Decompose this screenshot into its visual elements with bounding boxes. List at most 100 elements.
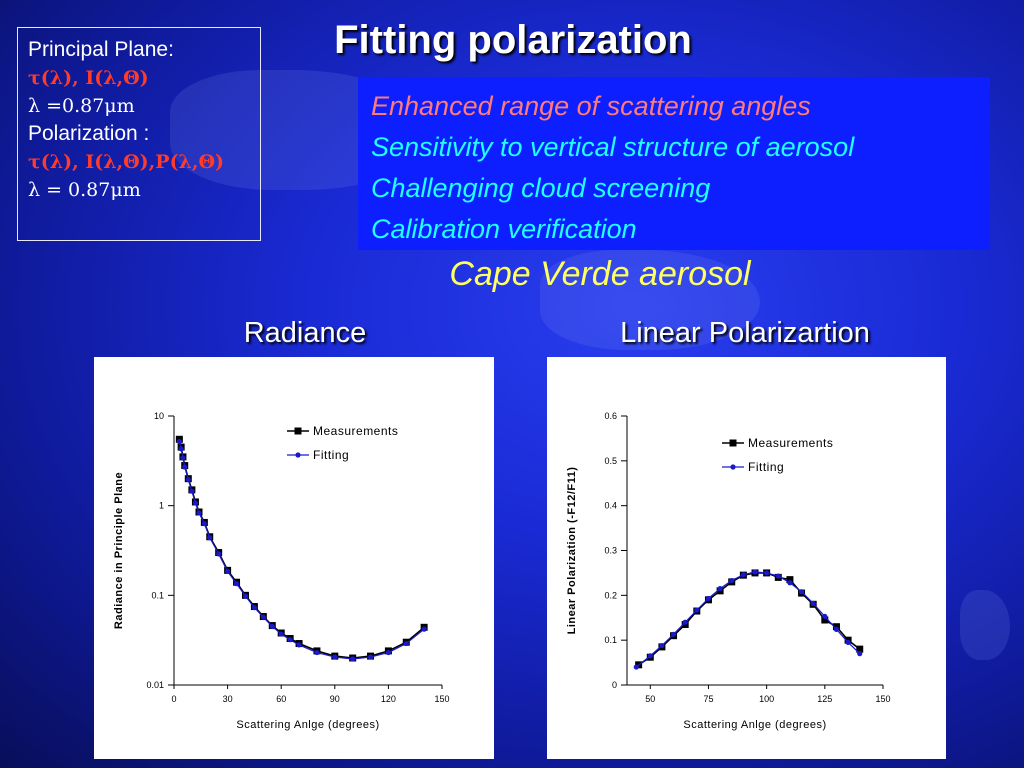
data-point-fitting — [314, 649, 320, 656]
data-point-fitting — [185, 477, 191, 483]
data-point-measurement — [821, 616, 829, 624]
x-tick-label: 0 — [171, 694, 176, 704]
y-tick-label: 0 — [612, 680, 617, 690]
y-tick-label: 0.01 — [146, 680, 164, 690]
info-line-5: λ = 0.87μm — [28, 179, 141, 201]
data-point-fitting — [833, 626, 840, 633]
data-point-fitting — [180, 455, 186, 461]
data-point-fitting — [251, 604, 257, 611]
data-point-fitting — [682, 619, 688, 625]
data-point-fitting — [752, 569, 758, 575]
data-point-fitting — [822, 613, 828, 620]
data-point-fitting — [176, 438, 182, 445]
data-point-fitting — [647, 653, 653, 659]
x-tick-label: 60 — [276, 694, 286, 704]
data-point-fitting — [810, 600, 816, 607]
data-point-fitting — [242, 593, 249, 599]
data-point-fitting — [332, 654, 338, 660]
y-tick-label: 1 — [159, 501, 164, 511]
legend-label: Fitting — [313, 448, 349, 462]
data-point-fitting — [787, 580, 793, 586]
data-point-fitting — [729, 577, 735, 584]
data-point-measurement — [832, 623, 840, 631]
data-point-fitting — [694, 607, 700, 613]
legend-label: Fitting — [748, 460, 784, 474]
data-point-fitting — [403, 640, 409, 647]
highlight-item: Enhanced range of scattering angles — [371, 91, 811, 121]
data-point-fitting — [192, 500, 199, 506]
highlight-item: Challenging cloud screening — [371, 173, 711, 203]
legend-marker — [295, 452, 301, 458]
data-point-fitting — [740, 572, 746, 578]
data-point-fitting — [233, 581, 240, 587]
data-point-fitting — [421, 626, 427, 632]
info-line-3: Polarization : — [28, 122, 150, 145]
y-tick-label: 0.2 — [604, 590, 617, 600]
x-tick-label: 125 — [817, 694, 832, 704]
highlight-item: Sensitivity to vertical structure of aer… — [371, 132, 855, 162]
x-axis-label: Scattering Anlge (degrees) — [683, 719, 826, 731]
data-point-measurement — [856, 645, 864, 653]
x-axis-label: Scattering Anlge (degrees) — [236, 719, 379, 731]
data-point-fitting — [705, 595, 712, 602]
data-point-fitting — [717, 586, 723, 592]
legend-marker — [294, 427, 302, 435]
legend-marker — [730, 464, 736, 470]
x-tick-label: 50 — [645, 694, 655, 704]
highlight-item: Calibration verification — [371, 214, 637, 244]
data-point-fitting — [775, 573, 781, 579]
data-point-fitting — [269, 623, 275, 630]
y-tick-label: 0.3 — [604, 546, 617, 556]
x-tick-label: 150 — [434, 694, 449, 704]
data-point-fitting — [189, 488, 195, 494]
map-shape-2 — [540, 250, 760, 350]
data-point-fitting — [201, 521, 207, 527]
polarization-chart-panel: 50 75 100 125 150 0 0.1 0.2 0.3 0.4 0.5 0.6 Scatteri… — [547, 357, 946, 759]
radiance-chart: 0 30 60 90 120 150 0.01 0.1 1 10 Scattering Anlge … — [113, 411, 450, 731]
data-point-fitting — [857, 651, 863, 657]
series-line-fitting — [635, 571, 861, 668]
highlight-box: Enhanced range of scattering angles Sens… — [358, 77, 990, 250]
y-tick-label: 10 — [154, 411, 164, 421]
x-tick-label: 120 — [381, 694, 396, 704]
data-point-fitting — [764, 570, 770, 576]
info-line-0: Principal Plane: — [28, 38, 174, 61]
data-point-fitting — [798, 589, 805, 595]
data-point-fitting — [367, 654, 374, 660]
data-point-fitting — [260, 614, 266, 620]
chart-title-polarization: Linear Polarizartion — [620, 317, 870, 349]
data-point-fitting — [278, 631, 284, 637]
y-tick-label: 0.5 — [604, 456, 617, 466]
data-point-fitting — [225, 568, 231, 574]
info-line-4: τ(λ), I(λ,Θ),P(λ,Θ) — [28, 151, 225, 173]
x-tick-label: 90 — [330, 694, 340, 704]
data-point-fitting — [296, 642, 302, 648]
data-point-fitting — [633, 664, 639, 670]
y-tick-label: 0.6 — [604, 411, 617, 421]
y-tick-label: 0.4 — [604, 501, 617, 511]
subtitle: Cape Verde aerosol — [449, 255, 751, 293]
y-axis-label: Linear Polarization (-F12/F11) — [566, 467, 578, 635]
y-tick-label: 0.1 — [604, 635, 617, 645]
map-shape-3 — [960, 590, 1010, 660]
x-tick-label: 150 — [875, 694, 890, 704]
data-point-fitting — [670, 631, 677, 637]
page-title: Fitting polarization — [334, 18, 692, 62]
data-point-fitting — [845, 639, 851, 646]
data-point-fitting — [385, 649, 391, 656]
chart-title-radiance: Radiance — [243, 317, 367, 349]
x-tick-label: 75 — [703, 694, 713, 704]
data-point-measurement — [786, 576, 794, 584]
data-point-fitting — [182, 464, 188, 470]
polarization-chart: 50 75 100 125 150 0 0.1 0.2 0.3 0.4 0.5 0.6 Scatteri… — [566, 411, 891, 731]
y-tick-label: 0.1 — [151, 590, 164, 600]
y-axis-label: Radiance in Principle Plane — [113, 472, 125, 629]
data-point-fitting — [350, 656, 356, 662]
x-tick-label: 100 — [759, 694, 774, 704]
info-box: Principal Plane: τ(λ), I(λ,Θ) λ =0.87μm … — [17, 27, 261, 241]
data-point-fitting — [178, 446, 184, 452]
data-point-fitting — [216, 551, 222, 557]
legend-marker — [729, 439, 737, 447]
legend-label: Measurements — [313, 424, 398, 438]
radiance-chart-panel: 0 30 60 90 120 150 0.01 0.1 1 10 Scattering Anlge … — [94, 357, 494, 759]
